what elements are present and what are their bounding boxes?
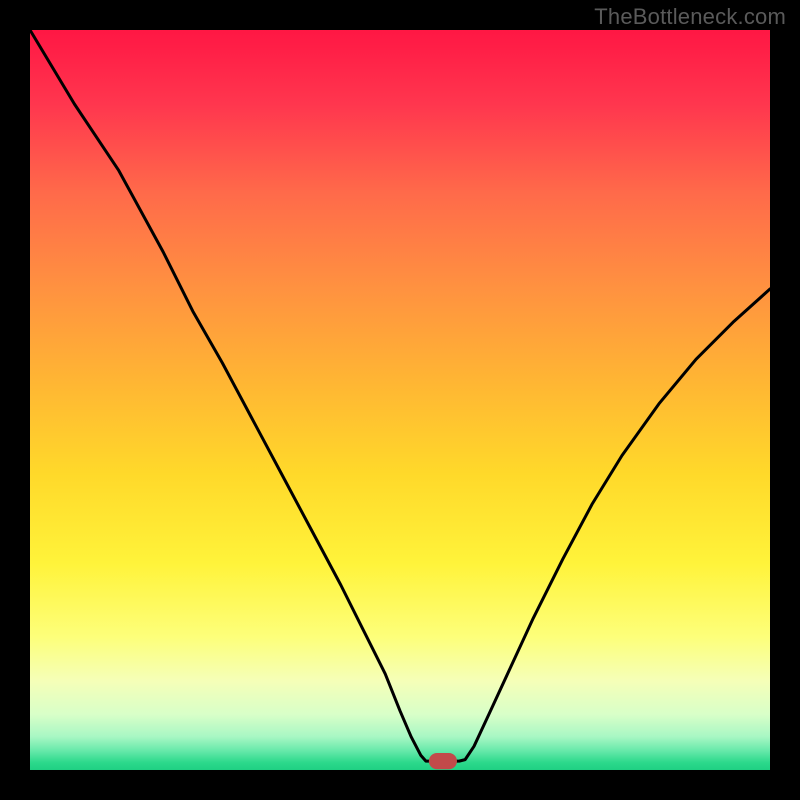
plot-area	[30, 30, 770, 770]
optimal-point-marker	[429, 753, 457, 769]
chart-frame: TheBottleneck.com	[0, 0, 800, 800]
watermark-text: TheBottleneck.com	[594, 4, 786, 30]
bottleneck-chart-svg	[30, 30, 770, 770]
gradient-background	[30, 30, 770, 770]
